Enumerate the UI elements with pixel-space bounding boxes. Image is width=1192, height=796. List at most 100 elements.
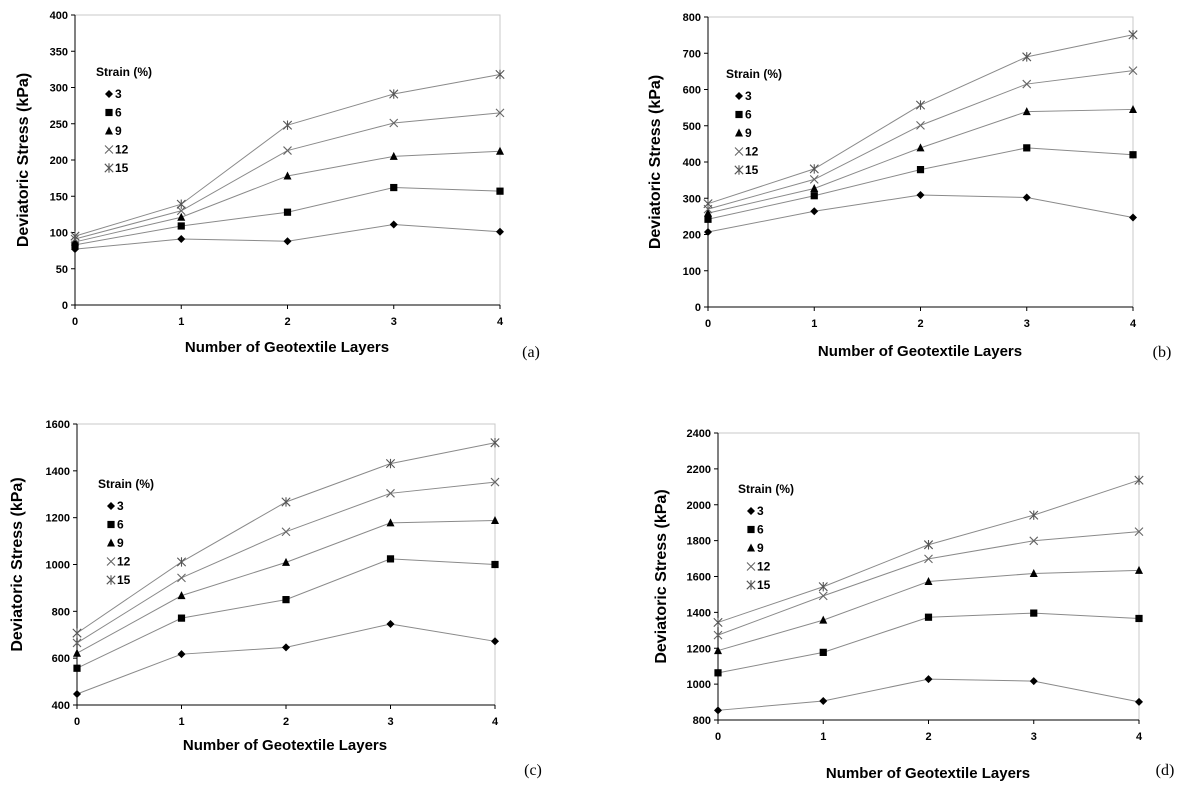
- y-tick-label: 200: [50, 155, 68, 167]
- data-point: [818, 591, 828, 601]
- legend-marker: [734, 165, 744, 175]
- series-6: [714, 609, 1143, 677]
- data-point: [495, 108, 505, 118]
- data-point: [809, 175, 819, 184]
- legend: Strain (%) 3 6 9 12 15: [726, 67, 782, 177]
- data-point: [176, 199, 186, 209]
- y-tick-label: 200: [683, 230, 701, 242]
- data-point: [177, 212, 186, 221]
- y-tick-label: 1400: [687, 607, 711, 619]
- data-point: [389, 89, 399, 99]
- x-axis-title: Number of Geotextile Layers: [185, 339, 389, 356]
- data-point: [713, 630, 723, 640]
- y-tick-label: 50: [56, 264, 68, 276]
- legend-title: Strain (%): [96, 65, 152, 79]
- data-point: [1029, 568, 1038, 577]
- x-tick-label: 0: [74, 716, 80, 728]
- y-tick-label: 500: [683, 121, 701, 133]
- data-point: [916, 120, 925, 130]
- y-tick-label: 600: [52, 653, 70, 665]
- legend-marker: [106, 575, 116, 585]
- legend-entry: 15: [745, 163, 759, 177]
- data-point: [390, 183, 398, 192]
- data-point: [386, 555, 395, 563]
- legend-marker: [734, 147, 744, 156]
- legend-entry: 6: [117, 518, 124, 532]
- series-line: [717, 612, 1140, 674]
- legend-entry: 6: [757, 523, 764, 537]
- x-tick-label: 0: [715, 731, 721, 743]
- data-point: [281, 497, 291, 507]
- legend-entry: 3: [745, 89, 752, 103]
- series-6: [73, 555, 499, 672]
- y-tick-label: 1400: [46, 466, 70, 478]
- series-12: [72, 477, 500, 648]
- legend-entry: 12: [745, 145, 759, 159]
- series-line: [717, 678, 1140, 711]
- x-tick-label: 2: [284, 316, 290, 328]
- data-point: [386, 619, 395, 628]
- legend-marker: [735, 110, 743, 119]
- data-point: [713, 617, 723, 628]
- x-tick-label: 2: [917, 318, 923, 330]
- series-line: [76, 623, 496, 695]
- data-point: [491, 560, 499, 569]
- legend-marker: [746, 580, 756, 590]
- x-tick-label: 4: [1136, 731, 1143, 743]
- data-point: [490, 477, 500, 487]
- data-point: [924, 554, 933, 564]
- series-15: [72, 438, 500, 638]
- plot-frame: [707, 16, 1134, 308]
- data-point: [924, 675, 933, 684]
- series-15: [713, 475, 1144, 628]
- data-point: [1128, 30, 1138, 40]
- legend-marker: [107, 520, 115, 529]
- data-point: [924, 577, 933, 586]
- y-tick-label: 800: [52, 606, 70, 618]
- legend-entry: 3: [115, 87, 122, 101]
- data-point: [496, 187, 504, 195]
- legend-title: Strain (%): [726, 67, 782, 81]
- legend-entry: 6: [745, 108, 752, 122]
- series-3: [714, 675, 1143, 715]
- data-point: [490, 438, 500, 448]
- series-line: [707, 34, 1134, 205]
- legend-marker: [107, 538, 115, 547]
- data-point: [915, 100, 926, 110]
- plot-frame: [74, 14, 501, 306]
- series-line: [707, 70, 1134, 210]
- y-tick-label: 0: [62, 300, 68, 312]
- data-point: [389, 118, 399, 128]
- data-point: [819, 648, 827, 656]
- data-point: [386, 518, 395, 527]
- data-point: [923, 540, 934, 550]
- x-tick-label: 2: [925, 731, 931, 743]
- series-line: [76, 558, 496, 669]
- legend-entry: 15: [757, 578, 771, 592]
- x-tick-label: 3: [387, 716, 393, 728]
- legend-marker: [105, 90, 113, 98]
- series-line: [707, 194, 1134, 233]
- x-tick-label: 2: [283, 716, 289, 728]
- series-9: [714, 565, 1143, 655]
- legend-entry: 3: [117, 499, 124, 513]
- y-tick-label: 1000: [46, 560, 70, 572]
- series-line: [707, 147, 1134, 220]
- legend-marker: [747, 525, 755, 534]
- data-point: [176, 206, 186, 216]
- data-point: [704, 208, 712, 217]
- data-point: [71, 237, 79, 246]
- data-point: [1022, 193, 1031, 202]
- x-tick-label: 4: [497, 316, 504, 328]
- legend-marker: [104, 145, 114, 154]
- legend-title: Strain (%): [98, 477, 154, 491]
- y-tick-label: 1200: [46, 513, 70, 525]
- y-tick-label: 100: [683, 266, 701, 278]
- y-tick-label: 800: [693, 715, 711, 727]
- y-tick-label: 1200: [687, 643, 711, 655]
- legend: Strain (%) 3 6 9 12 15: [738, 482, 794, 592]
- data-point: [283, 146, 292, 155]
- legend-marker: [105, 126, 113, 135]
